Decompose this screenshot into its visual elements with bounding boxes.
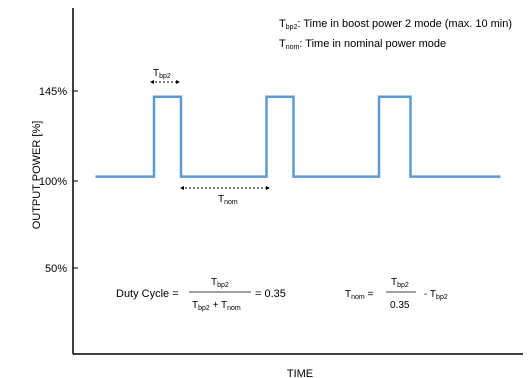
duty-result: = 0.35 [255, 288, 286, 300]
y-tick-label: 100% [39, 176, 67, 188]
y-axis-label: OUTPUT POWER [%] [31, 121, 43, 230]
series-line-output-power [95, 95, 501, 178]
tbp2-marker: Tbp2 [150, 68, 180, 84]
legend-entry-tbp2: Tbp2: Time in boost power 2 mode (max. 1… [279, 18, 512, 31]
y-tick: 100% [39, 176, 78, 188]
tnom-formula-lhs: Tnom = [345, 289, 374, 301]
duty-numerator: Tbp2 [211, 277, 229, 289]
y-tick: 50% [45, 263, 78, 275]
duty-cycle-formula: Duty Cycle = Tbp2 Tbp2 + Tnom = 0.35 [116, 277, 286, 312]
tnom-formula-numerator: Tbp2 [391, 277, 409, 289]
tnom-formula-tail: - Tbp2 [424, 289, 448, 301]
tnom-formula: Tnom = Tbp2 0.35 - Tbp2 [345, 277, 448, 311]
legend-entry-tnom: Tnom: Time in nominal power mode [279, 38, 446, 51]
tbp2-label: Tbp2 [153, 68, 171, 80]
y-tick-label: 50% [45, 263, 67, 275]
y-tick-label: 145% [39, 86, 67, 98]
duty-denominator: Tbp2 + Tnom [192, 300, 241, 312]
legend: Tbp2: Time in boost power 2 mode (max. 1… [279, 18, 512, 51]
tnom-marker: Tnom [180, 186, 270, 206]
tnom-label: Tnom [218, 194, 238, 206]
duty-cycle-label: Duty Cycle = [116, 288, 179, 300]
x-axis-label: TIME [287, 368, 313, 378]
y-tick: 145% [39, 86, 78, 98]
tnom-formula-denominator: 0.35 [390, 300, 410, 311]
